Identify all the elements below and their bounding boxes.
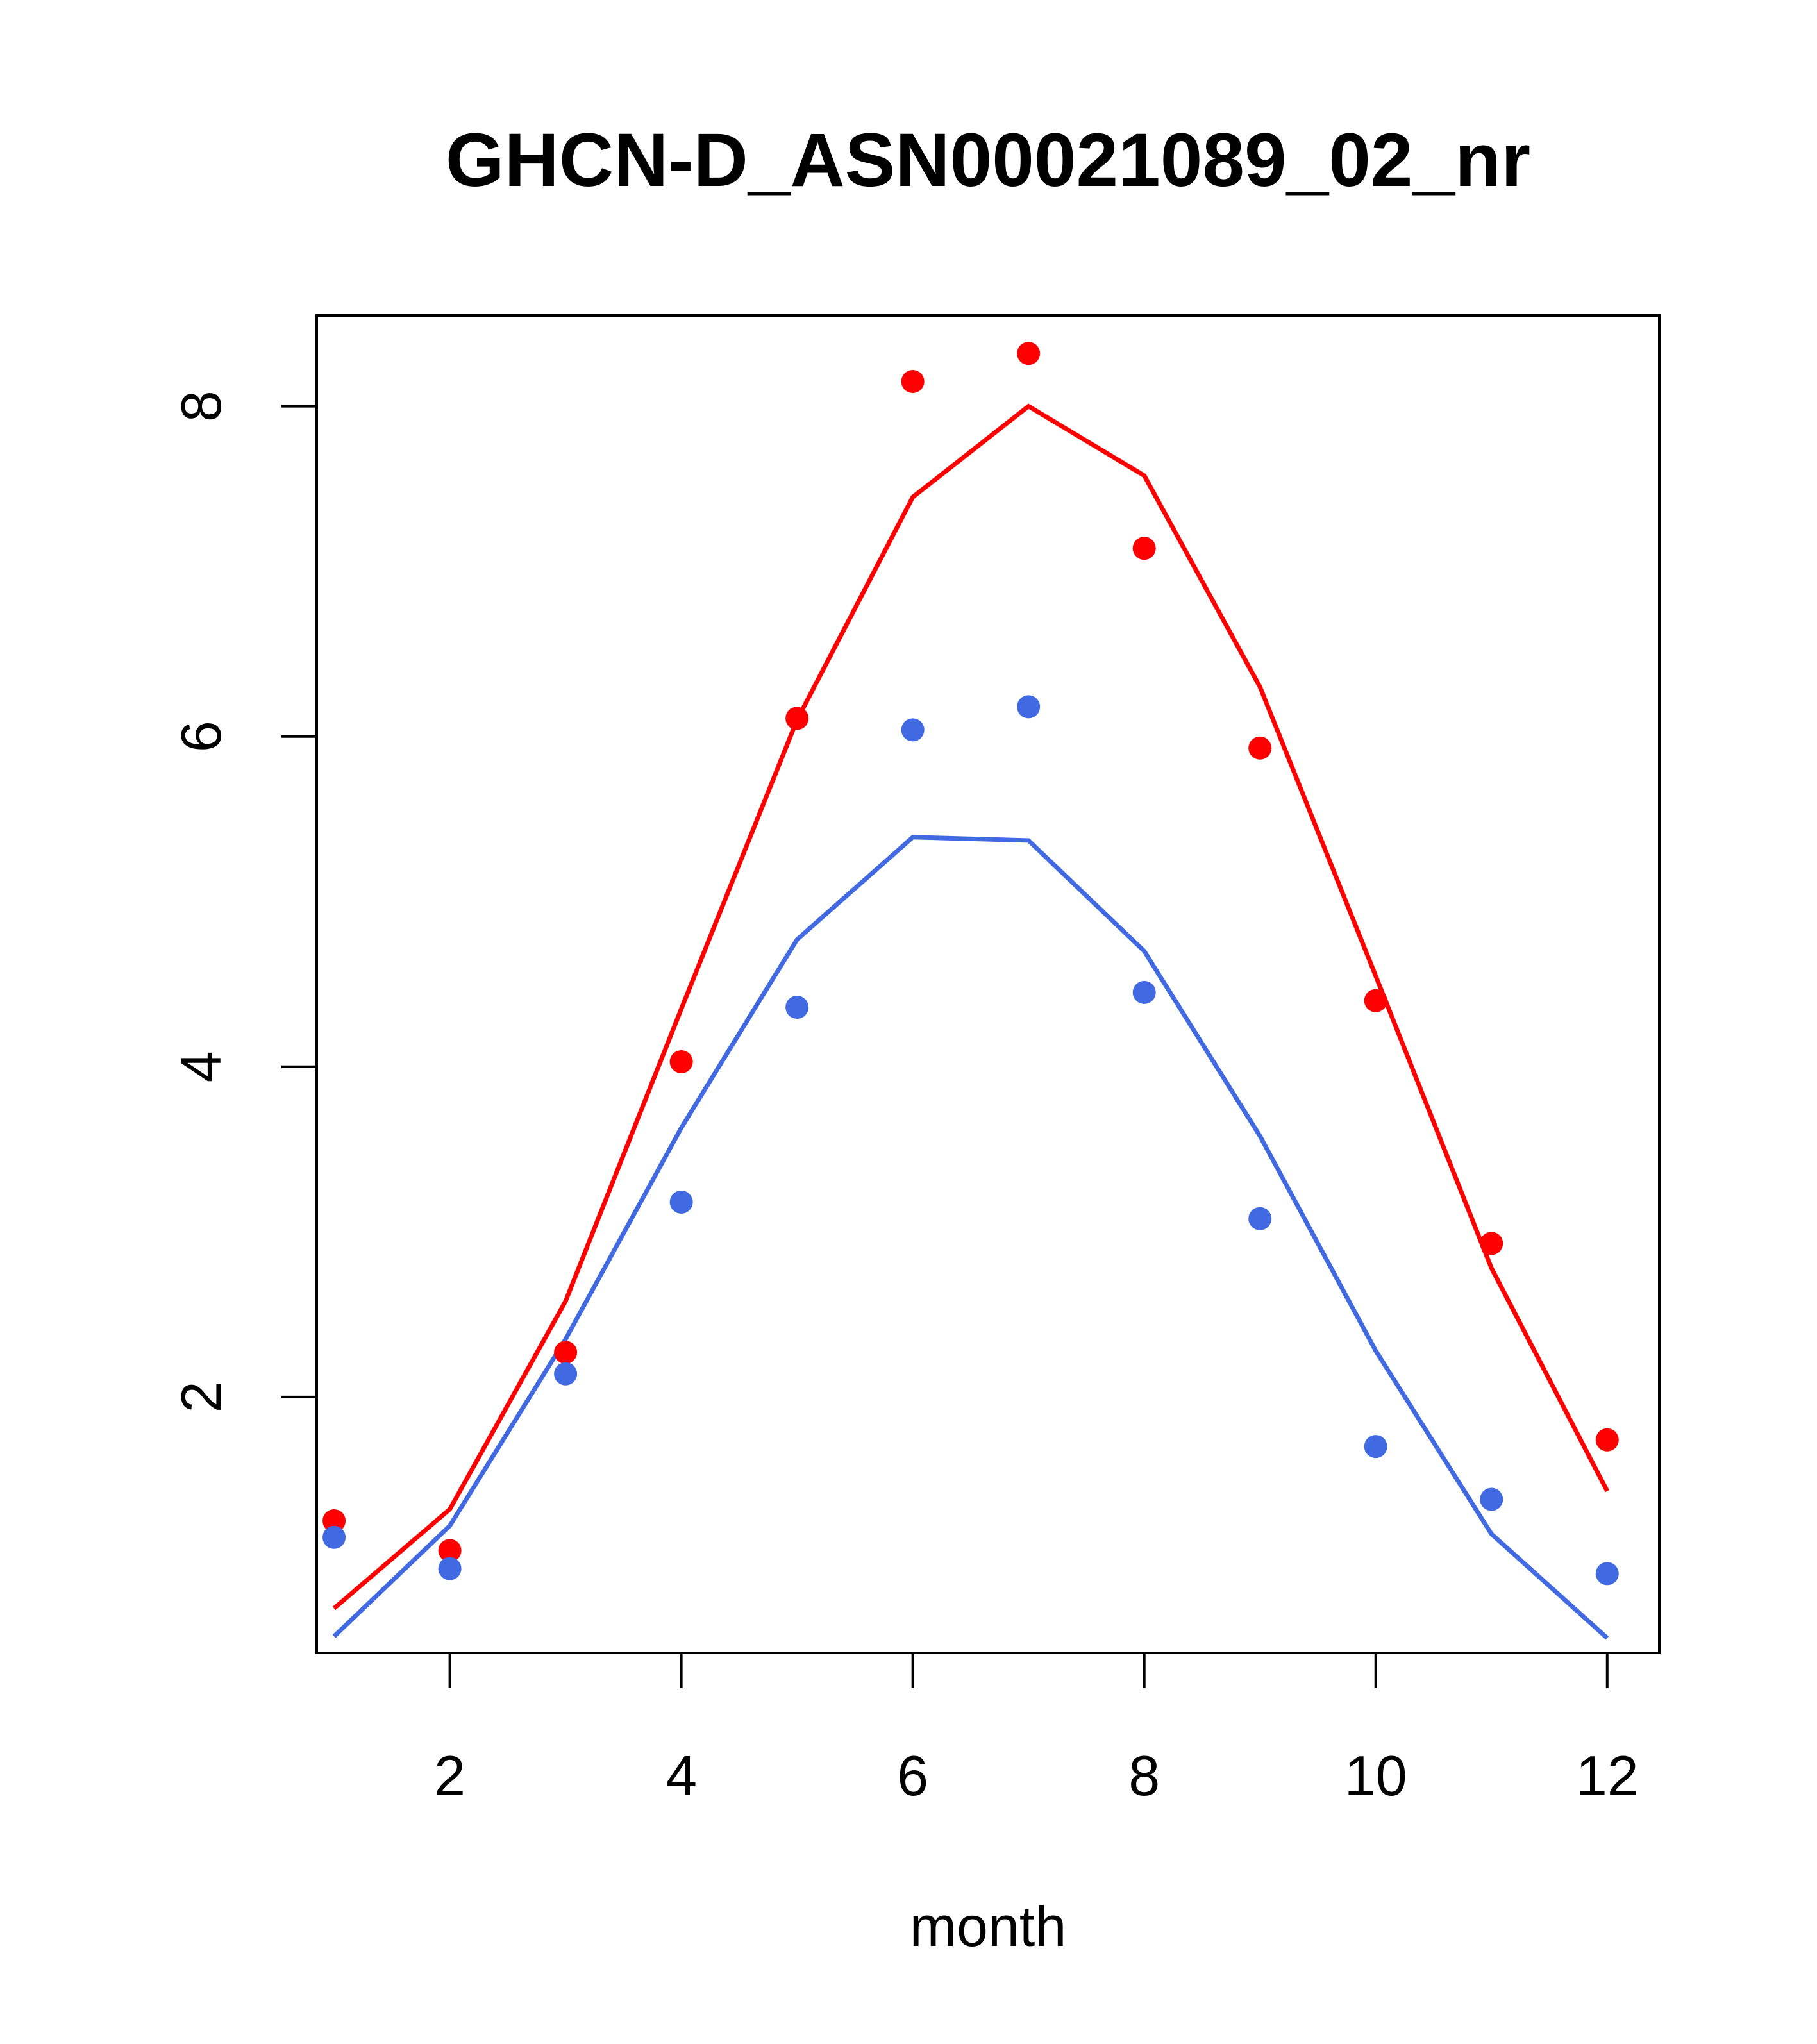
series-point-1 <box>1364 1435 1387 1459</box>
plot-frame <box>315 314 1661 1654</box>
x-tick-label: 4 <box>666 1744 697 1807</box>
chart-title: GHCN-D_ASN00021089_02_nr <box>446 118 1530 203</box>
x-axis-label: month <box>910 1895 1067 1958</box>
series-point-0 <box>438 1539 462 1562</box>
x-axis: 2 4 6 8 10 12 <box>434 1653 1639 1807</box>
series-point-1 <box>554 1362 578 1386</box>
series-point-0 <box>322 1509 346 1532</box>
series-point-0 <box>785 707 809 730</box>
series-point-0 <box>1595 1428 1619 1452</box>
y-tick-label: 4 <box>169 1051 233 1082</box>
series-point-0 <box>669 1050 693 1074</box>
x-tick-label: 12 <box>1576 1744 1639 1807</box>
x-tick-label: 2 <box>434 1744 465 1807</box>
series-point-1 <box>669 1190 693 1214</box>
series-point-0 <box>1132 537 1156 560</box>
series-layer <box>322 342 1619 1640</box>
y-axis: 2 4 6 8 <box>169 390 317 1412</box>
x-tick-label: 8 <box>1128 1744 1160 1807</box>
series-point-0 <box>901 370 925 394</box>
series-point-1 <box>901 718 925 742</box>
series-point-0 <box>1248 736 1272 760</box>
series-point-1 <box>322 1525 346 1549</box>
x-tick-label: 6 <box>897 1744 928 1807</box>
series-point-0 <box>554 1341 578 1364</box>
y-tick-label: 6 <box>169 721 233 752</box>
series-point-1 <box>1132 980 1156 1004</box>
series-point-1 <box>1480 1487 1503 1511</box>
series-point-1 <box>1595 1562 1619 1586</box>
y-tick-label: 2 <box>169 1381 233 1412</box>
series-point-0 <box>1364 989 1387 1012</box>
series-line-1 <box>332 835 1609 1640</box>
series-point-1 <box>1017 695 1041 719</box>
series-point-1 <box>1248 1207 1272 1230</box>
series-point-1 <box>785 996 809 1019</box>
y-tick-label: 8 <box>169 390 233 422</box>
series-point-0 <box>1017 342 1041 365</box>
series-point-1 <box>438 1557 462 1580</box>
series-point-0 <box>1480 1232 1503 1255</box>
series-line-0 <box>332 403 1609 1611</box>
x-tick-label: 10 <box>1344 1744 1407 1807</box>
